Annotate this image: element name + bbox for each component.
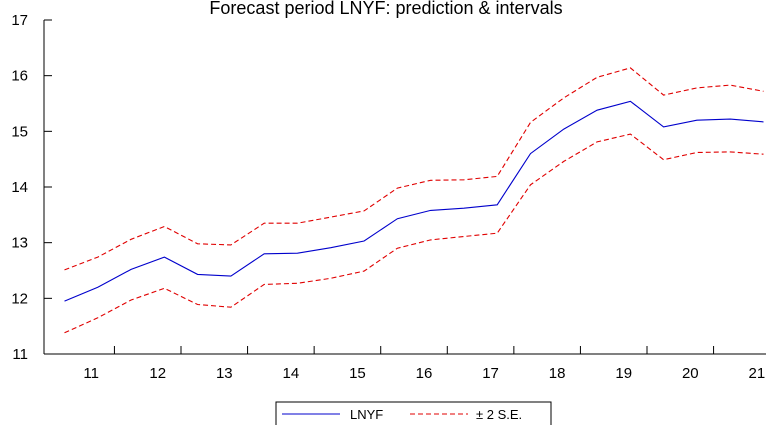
series-layer: [64, 67, 764, 334]
y-tick-label: 13: [11, 235, 28, 252]
y-tick-label: 14: [11, 179, 28, 196]
series-line-lower-band: [64, 133, 764, 334]
x-tick-label: 16: [416, 365, 433, 382]
y-tick-label: 17: [11, 12, 28, 29]
series-line-upper-band: [64, 67, 764, 271]
x-axis: 11 12 13 14 15 16 17 18 19 20 21: [83, 346, 765, 382]
legend: LNYF ± 2 S.E.: [275, 401, 552, 425]
x-tick-label: 12: [149, 365, 166, 382]
x-tick-label: 13: [216, 365, 233, 382]
chart-title: Forecast period LNYF: prediction & inter…: [209, 0, 562, 18]
x-tick-label: 15: [349, 365, 366, 382]
x-tick-label: 17: [482, 365, 499, 382]
series-line-lnyf: [64, 100, 764, 302]
y-tick-label: 12: [11, 290, 28, 307]
plot-area: [43, 20, 766, 355]
y-tick-label: 11: [12, 346, 28, 363]
x-tick-label: 20: [682, 365, 699, 382]
legend-label-lnyf: LNYF: [350, 407, 383, 422]
y-axis: 11 12 13 14 15 16 17: [11, 12, 52, 363]
x-tick-label: 18: [549, 365, 566, 382]
x-tick-label: 21: [749, 365, 766, 382]
y-tick-label: 15: [11, 123, 28, 140]
y-tick-label: 16: [11, 68, 28, 85]
x-tick-label: 14: [283, 365, 300, 382]
x-tick-label: 19: [615, 365, 632, 382]
x-tick-label: 11: [83, 365, 99, 382]
legend-label-se: ± 2 S.E.: [476, 407, 522, 422]
